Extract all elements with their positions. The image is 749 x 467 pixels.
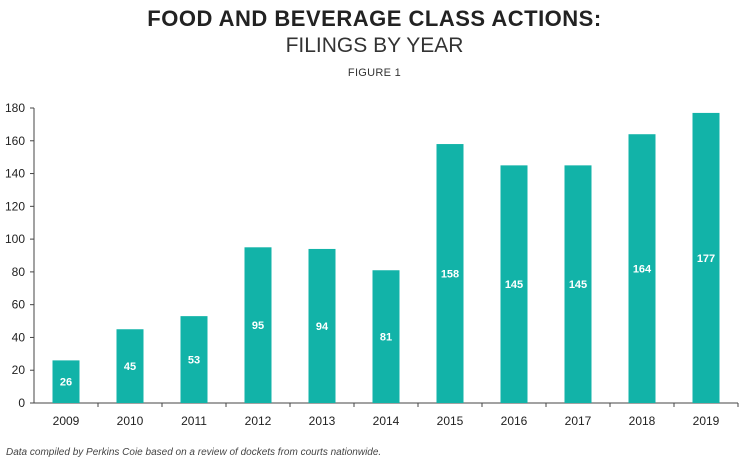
x-tick-label: 2017	[565, 414, 592, 428]
x-tick-label: 2013	[309, 414, 336, 428]
x-tick-label: 2014	[373, 414, 400, 428]
bar	[628, 134, 656, 403]
x-tick-label: 2011	[181, 414, 207, 428]
bar-value-label: 145	[569, 279, 587, 291]
bar-value-label: 177	[697, 253, 715, 265]
bar-value-label: 26	[60, 377, 72, 389]
bar	[52, 360, 80, 403]
bar-value-label: 45	[124, 361, 136, 373]
y-tick-label: 60	[12, 298, 26, 312]
bar	[436, 144, 464, 404]
y-tick-label: 0	[18, 396, 25, 410]
bar-value-label: 94	[316, 321, 329, 333]
x-tick-label: 2010	[117, 414, 144, 428]
y-tick-label: 180	[5, 101, 25, 115]
chart-title: FOOD AND BEVERAGE CLASS ACTIONS:	[147, 6, 602, 31]
bar	[308, 248, 336, 403]
y-tick-label: 120	[5, 199, 25, 213]
figure-label: FIGURE 1	[347, 67, 402, 79]
source-note: Data compiled by Perkins Coie based on a…	[6, 447, 382, 458]
bar-value-label: 164	[633, 264, 652, 276]
x-tick-label: 2018	[629, 414, 656, 428]
chart-subtitle: FILINGS BY YEAR	[285, 34, 464, 57]
x-tick-label: 2016	[501, 414, 528, 428]
y-tick-label: 80	[12, 265, 26, 279]
bar-value-label: 158	[441, 269, 459, 281]
y-tick-label: 100	[5, 232, 25, 246]
bar-value-label: 53	[188, 355, 200, 367]
y-tick-label: 140	[5, 167, 25, 181]
bar	[116, 329, 144, 403]
y-tick-label: 40	[12, 330, 26, 344]
x-tick-label: 2012	[245, 414, 272, 428]
bar	[692, 112, 720, 404]
bar	[564, 165, 592, 403]
x-tick-label: 2009	[53, 414, 80, 428]
bar-value-label: 81	[380, 332, 392, 344]
bar	[500, 165, 528, 403]
x-tick-label: 2015	[437, 414, 464, 428]
bar-value-label: 95	[252, 320, 264, 332]
y-tick-label: 160	[5, 134, 25, 148]
y-tick-label: 20	[12, 363, 26, 377]
bar	[180, 316, 208, 403]
bar	[244, 247, 272, 403]
bar	[372, 270, 400, 403]
x-tick-label: 2019	[693, 414, 720, 428]
bar-value-label: 145	[505, 279, 523, 291]
